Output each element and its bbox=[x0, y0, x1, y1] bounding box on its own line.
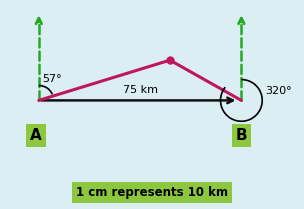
Text: A: A bbox=[30, 128, 42, 143]
Text: B: B bbox=[236, 128, 247, 143]
Text: 75 km: 75 km bbox=[123, 85, 157, 95]
Text: 57°: 57° bbox=[42, 74, 61, 84]
Text: 320°: 320° bbox=[265, 86, 292, 96]
Text: 1 cm represents 10 km: 1 cm represents 10 km bbox=[76, 186, 228, 199]
